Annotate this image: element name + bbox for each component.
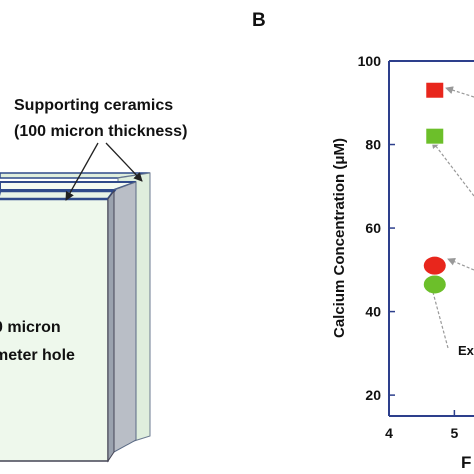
leader-arrow-1: [445, 86, 474, 98]
circle-marker: [423, 256, 446, 275]
y-tick-label: 20: [365, 387, 381, 403]
annotation-partial: Ex: [458, 343, 474, 358]
front-plate-face: [0, 198, 109, 462]
y-ticks: 20 40 60 80 100: [358, 53, 395, 403]
x-tick-label: 5: [450, 425, 458, 441]
leader-arrow-3: [447, 258, 474, 271]
leader-arrow-4: [428, 284, 449, 349]
ceramics-arrow-2: [105, 142, 143, 182]
panel-b: B Calcium Concentration (μM) 20 40 60 80 100…: [252, 10, 474, 472]
x-tick-label: 4: [385, 425, 393, 441]
square-marker: [425, 127, 445, 145]
ceramics-arrow-1: [65, 142, 99, 201]
leader-arrow-2: [431, 140, 474, 197]
data-points: [423, 81, 446, 294]
panel-letter: B: [252, 10, 266, 31]
square-marker: [425, 81, 445, 99]
panel-a: Supporting ceramics (100 micron thicknes…: [0, 97, 187, 463]
middle-plate-top: [0, 181, 137, 191]
hole-label-line2: meter hole: [0, 347, 75, 364]
y-axis-label: Calcium Concentration (μM): [331, 138, 348, 338]
y-tick-label: 40: [365, 304, 381, 320]
y-tick-label: 80: [365, 137, 381, 153]
hole-label-line1: 0 micron: [0, 319, 61, 336]
middle-plate-side: [113, 181, 137, 453]
circle-marker: [423, 275, 446, 294]
y-tick-label: 60: [365, 220, 381, 236]
front-plate-top: [0, 189, 117, 201]
y-tick-label: 100: [358, 53, 382, 69]
ceramics-label-line1: Supporting ceramics: [14, 97, 173, 114]
front-plate-side: [107, 189, 115, 463]
ceramics-label-line2: (100 micron thickness): [14, 123, 187, 140]
x-axis-label-partial: F: [461, 453, 471, 472]
